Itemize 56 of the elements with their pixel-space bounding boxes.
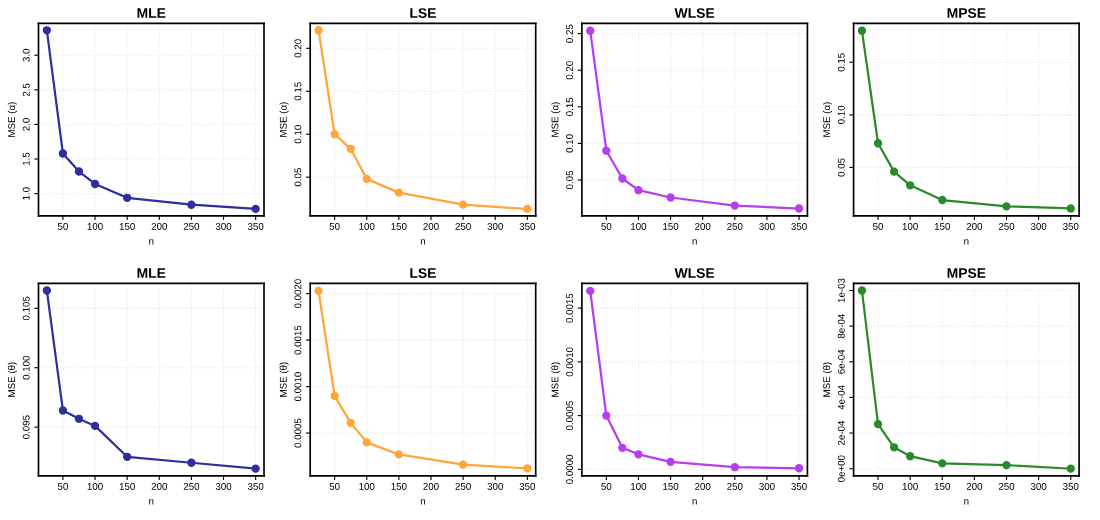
point [905,181,915,190]
point [187,458,196,467]
point [314,286,323,295]
point [394,450,404,459]
point [330,391,339,401]
point [58,149,68,158]
point [346,418,355,427]
point [523,464,532,473]
point [666,193,675,202]
point [251,204,260,214]
point [394,188,404,197]
point [666,457,675,466]
point [634,450,643,459]
point [618,443,627,453]
point [122,452,132,461]
point [634,186,643,195]
point [730,201,739,210]
point [187,200,196,209]
point [889,167,899,176]
point [905,452,915,461]
point [873,419,883,429]
point [889,443,899,452]
point [857,26,867,35]
point [730,463,739,472]
point [1002,460,1011,470]
point [362,174,371,184]
point [42,286,52,295]
point [458,460,468,469]
point [42,26,52,35]
point [618,174,627,183]
point [794,204,804,213]
point [362,438,371,447]
point [58,406,68,415]
point [586,286,595,296]
point [586,26,595,35]
point [602,146,611,155]
point [330,130,339,139]
point [857,286,867,295]
point [74,167,84,176]
point [794,464,804,473]
point [1066,464,1075,473]
point [873,139,883,148]
point [251,464,260,473]
point [122,193,132,202]
point [314,26,323,35]
point [938,195,947,205]
point [90,179,100,189]
point [346,144,355,153]
point [938,459,947,468]
point [1002,202,1011,211]
point [523,204,532,214]
point [458,200,468,209]
point [1066,204,1075,213]
point [90,421,100,431]
point [602,411,611,420]
point [74,414,84,423]
